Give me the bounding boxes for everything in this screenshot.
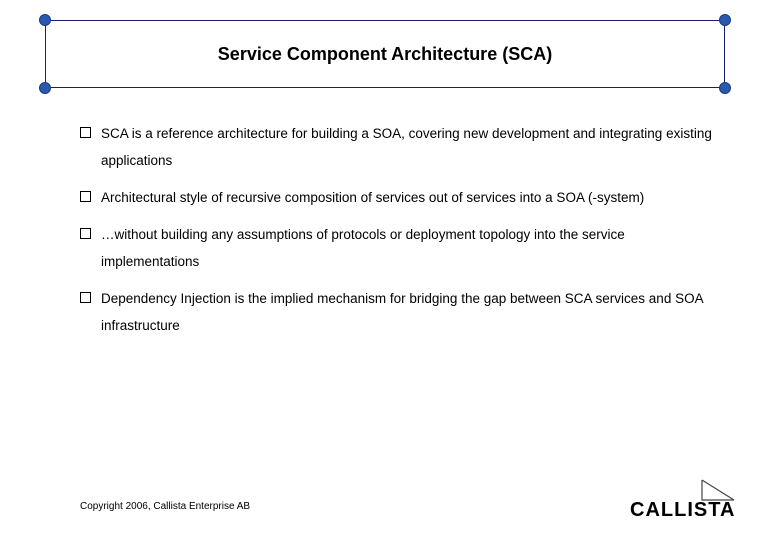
bullet-marker-icon: [80, 228, 91, 239]
bullet-text: …without building any assumptions of pro…: [101, 221, 720, 275]
copyright-text: Copyright 2006, Callista Enterprise AB: [80, 501, 250, 512]
bullet-marker-icon: [80, 292, 91, 303]
slide-title: Service Component Architecture (SCA): [46, 21, 724, 87]
bullet-text: Dependency Injection is the implied mech…: [101, 285, 720, 339]
list-item: Architectural style of recursive composi…: [80, 184, 720, 211]
list-item: Dependency Injection is the implied mech…: [80, 285, 720, 339]
callista-logo: CALLISTA: [630, 476, 760, 520]
title-box: Service Component Architecture (SCA): [45, 20, 725, 88]
bullet-marker-icon: [80, 127, 91, 138]
list-item: SCA is a reference architecture for buil…: [80, 120, 720, 174]
logo-text: CALLISTA: [630, 499, 735, 520]
bullet-marker-icon: [80, 191, 91, 202]
bullet-list: SCA is a reference architecture for buil…: [80, 120, 720, 349]
list-item: …without building any assumptions of pro…: [80, 221, 720, 275]
bullet-text: Architectural style of recursive composi…: [101, 184, 644, 211]
slide: Service Component Architecture (SCA) SCA…: [0, 0, 780, 540]
bullet-text: SCA is a reference architecture for buil…: [101, 120, 720, 174]
